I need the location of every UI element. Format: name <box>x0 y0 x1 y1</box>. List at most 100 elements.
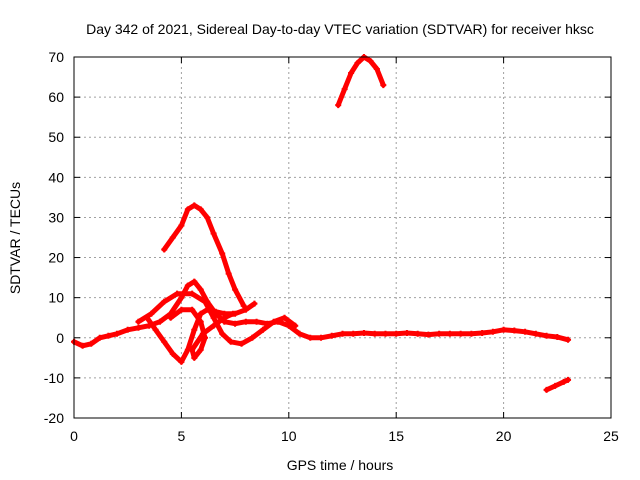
y-tick-label: 20 <box>48 250 64 266</box>
data-point <box>328 332 335 339</box>
data-point <box>354 60 361 67</box>
data-point <box>113 330 120 337</box>
x-tick-label: 20 <box>496 428 512 444</box>
data-point <box>199 330 206 337</box>
data-point <box>296 330 303 337</box>
data-point <box>88 340 95 347</box>
data-point <box>202 298 209 305</box>
data-point <box>281 314 288 321</box>
data-point <box>212 308 219 315</box>
data-point <box>489 328 496 335</box>
series-line <box>335 54 386 108</box>
data-point <box>191 278 198 285</box>
y-tick-label: 40 <box>48 169 64 185</box>
data-point <box>178 222 185 229</box>
data-point <box>79 342 86 349</box>
data-point <box>242 306 249 313</box>
data-point <box>318 334 325 341</box>
data-point <box>380 82 387 89</box>
data-point <box>348 70 355 77</box>
x-tick-label: 15 <box>388 428 404 444</box>
y-tick-label: -10 <box>44 370 64 386</box>
data-point <box>249 334 256 341</box>
data-point <box>292 322 299 329</box>
y-tick-label: 10 <box>48 290 64 306</box>
data-point <box>219 330 226 337</box>
data-point <box>135 324 142 331</box>
data-point <box>178 358 185 365</box>
data-point <box>393 330 400 337</box>
data-point <box>210 322 217 329</box>
data-point <box>371 330 378 337</box>
data-point <box>543 386 550 393</box>
data-point <box>382 330 389 337</box>
data-point <box>197 286 204 293</box>
x-tick-label: 5 <box>178 428 186 444</box>
data-point <box>210 230 217 237</box>
y-axis-title: SDTVAR / TECUs <box>7 182 23 294</box>
data-point <box>96 334 103 341</box>
data-point <box>229 310 236 317</box>
x-tick-label: 0 <box>70 428 78 444</box>
y-tick-label: 50 <box>48 129 64 145</box>
series-arc-dip-5 <box>167 306 236 361</box>
series-arc-crossing <box>135 290 299 347</box>
data-point <box>191 202 198 209</box>
data-point <box>565 376 572 383</box>
data-point <box>197 206 204 213</box>
grid-layer <box>74 57 611 418</box>
data-point <box>373 66 380 73</box>
data-point <box>184 206 191 213</box>
data-point <box>184 282 191 289</box>
x-tick-label: 25 <box>603 428 619 444</box>
data-point <box>425 331 432 338</box>
data-point <box>219 250 226 257</box>
data-point <box>124 326 131 333</box>
data-point <box>522 328 529 335</box>
chart-title: Day 342 of 2021, Sidereal Day-to-day VTE… <box>86 21 594 37</box>
data-point <box>240 302 247 309</box>
data-point <box>339 330 346 337</box>
data-point <box>167 314 174 321</box>
data-point <box>552 382 559 389</box>
data-point <box>479 329 486 336</box>
data-point <box>156 318 163 325</box>
y-tick-label: -20 <box>44 410 64 426</box>
data-point <box>232 286 239 293</box>
data-point <box>251 300 258 307</box>
data-point <box>350 330 357 337</box>
tick-layer: 0 5 10 15 20 25 -20 -10 0 10 20 30 40 50 60 70 <box>44 49 619 444</box>
data-point <box>204 214 211 221</box>
data-point <box>202 334 209 341</box>
y-tick-label: 70 <box>48 49 64 65</box>
series-line <box>161 202 247 309</box>
data-point <box>197 310 204 317</box>
data-point <box>360 329 367 336</box>
data-point <box>414 330 421 337</box>
data-point <box>341 86 348 93</box>
data-point <box>532 330 539 337</box>
data-point <box>335 102 342 109</box>
data-point <box>135 318 142 325</box>
data-point <box>260 326 267 333</box>
series-layer <box>71 54 572 393</box>
data-point <box>242 318 249 325</box>
data-point <box>446 330 453 337</box>
data-point <box>197 318 204 325</box>
data-point <box>191 354 198 361</box>
data-point <box>403 329 410 336</box>
data-point <box>560 378 567 385</box>
series-main-track <box>71 278 572 349</box>
data-point <box>152 326 159 333</box>
data-point <box>105 332 112 339</box>
series-arc-peak-33 <box>161 202 247 309</box>
data-point <box>500 326 507 333</box>
data-point <box>225 270 232 277</box>
y-tick-label: 30 <box>48 209 64 225</box>
data-point <box>238 340 245 347</box>
data-point <box>178 306 185 313</box>
data-point <box>554 333 561 340</box>
y-tick-label: 60 <box>48 89 64 105</box>
